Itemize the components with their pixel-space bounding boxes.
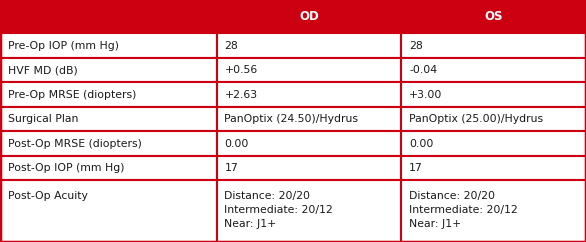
Text: PanOptix (25.00)/Hydrus: PanOptix (25.00)/Hydrus [409, 114, 543, 124]
Bar [0, 0, 217, 33]
Bar [401, 0, 586, 33]
Text: +3.00: +3.00 [409, 90, 442, 100]
Bar [217, 180, 401, 242]
Bar [401, 180, 586, 242]
Text: -0.04: -0.04 [409, 65, 437, 75]
Text: Distance: 20/20
Intermediate: 20/12
Near: J1+: Distance: 20/20 Intermediate: 20/12 Near… [224, 191, 333, 229]
Text: 28: 28 [224, 41, 238, 51]
Bar [0, 33, 217, 58]
Bar [0, 107, 217, 131]
Bar [217, 156, 401, 180]
Text: +2.63: +2.63 [224, 90, 258, 100]
Text: Distance: 20/20
Intermediate: 20/12
Near: J1+: Distance: 20/20 Intermediate: 20/12 Near… [409, 191, 518, 229]
Bar [0, 131, 217, 156]
Bar [401, 107, 586, 131]
Bar [401, 58, 586, 82]
Bar [401, 131, 586, 156]
Bar [217, 107, 401, 131]
Text: OD: OD [299, 10, 319, 23]
Text: Surgical Plan: Surgical Plan [8, 114, 78, 124]
Text: 17: 17 [224, 163, 238, 173]
Bar [0, 156, 217, 180]
Text: 0.00: 0.00 [409, 138, 434, 149]
Bar [217, 82, 401, 107]
Bar [0, 180, 217, 242]
Text: HVF MD (dB): HVF MD (dB) [8, 65, 77, 75]
Text: OS: OS [485, 10, 503, 23]
Text: Post-Op Acuity: Post-Op Acuity [8, 191, 87, 201]
Bar [401, 156, 586, 180]
Text: Post-Op IOP (mm Hg): Post-Op IOP (mm Hg) [8, 163, 124, 173]
Text: Pre-Op MRSE (diopters): Pre-Op MRSE (diopters) [8, 90, 136, 100]
Text: Post-Op MRSE (diopters): Post-Op MRSE (diopters) [8, 138, 141, 149]
Bar [217, 58, 401, 82]
Bar [401, 33, 586, 58]
Bar [217, 33, 401, 58]
Text: +0.56: +0.56 [224, 65, 258, 75]
Bar [401, 82, 586, 107]
Bar [0, 58, 217, 82]
Text: 17: 17 [409, 163, 423, 173]
Text: 0.00: 0.00 [224, 138, 249, 149]
Bar [0, 82, 217, 107]
Text: PanOptix (24.50)/Hydrus: PanOptix (24.50)/Hydrus [224, 114, 359, 124]
Bar [217, 131, 401, 156]
Text: Pre-Op IOP (mm Hg): Pre-Op IOP (mm Hg) [8, 41, 118, 51]
Bar [217, 0, 401, 33]
Text: 28: 28 [409, 41, 423, 51]
